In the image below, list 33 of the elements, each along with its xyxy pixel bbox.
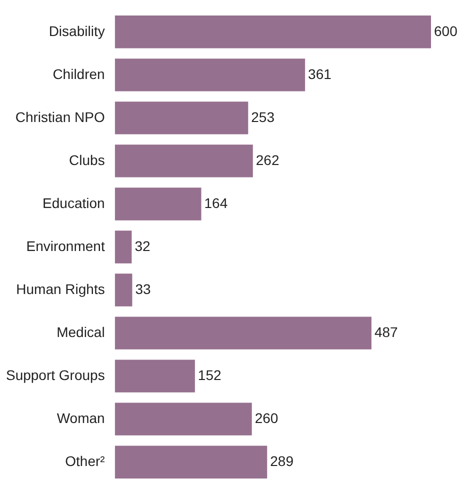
y-tick-label: Woman [56, 410, 105, 426]
bar [114, 16, 431, 48]
data-label: 262 [256, 152, 280, 168]
data-label: 260 [254, 410, 278, 426]
bar [114, 58, 306, 92]
y-tick-label: Other² [65, 452, 106, 469]
y-tick-label: Disability [48, 22, 105, 39]
y-tick-label: Environment [26, 238, 105, 254]
bar [114, 144, 253, 178]
data-label: 600 [434, 22, 458, 39]
y-tick-label: Medical [56, 324, 105, 340]
data-label: 361 [308, 66, 332, 82]
y-tick-label: Human Rights [16, 280, 105, 297]
bar [114, 360, 195, 392]
y-tick-label: Education [42, 194, 105, 211]
bar [114, 316, 372, 350]
data-label: 33 [135, 280, 152, 297]
data-label: 289 [270, 452, 294, 469]
y-tick-label: Children [52, 66, 105, 82]
bar [114, 402, 252, 436]
data-label: 253 [251, 108, 275, 125]
bar [114, 230, 132, 264]
bar [114, 274, 132, 306]
bar [114, 188, 202, 220]
data-label: 487 [374, 324, 398, 340]
bar [114, 102, 248, 134]
data-label: 152 [198, 366, 222, 383]
y-tick-label: Support Groups [6, 366, 105, 383]
y-tick-label: Clubs [69, 152, 105, 168]
bar [114, 446, 268, 478]
data-label: 32 [134, 238, 150, 254]
y-tick-label: Christian NPO [15, 108, 105, 125]
data-label: 164 [204, 194, 228, 211]
